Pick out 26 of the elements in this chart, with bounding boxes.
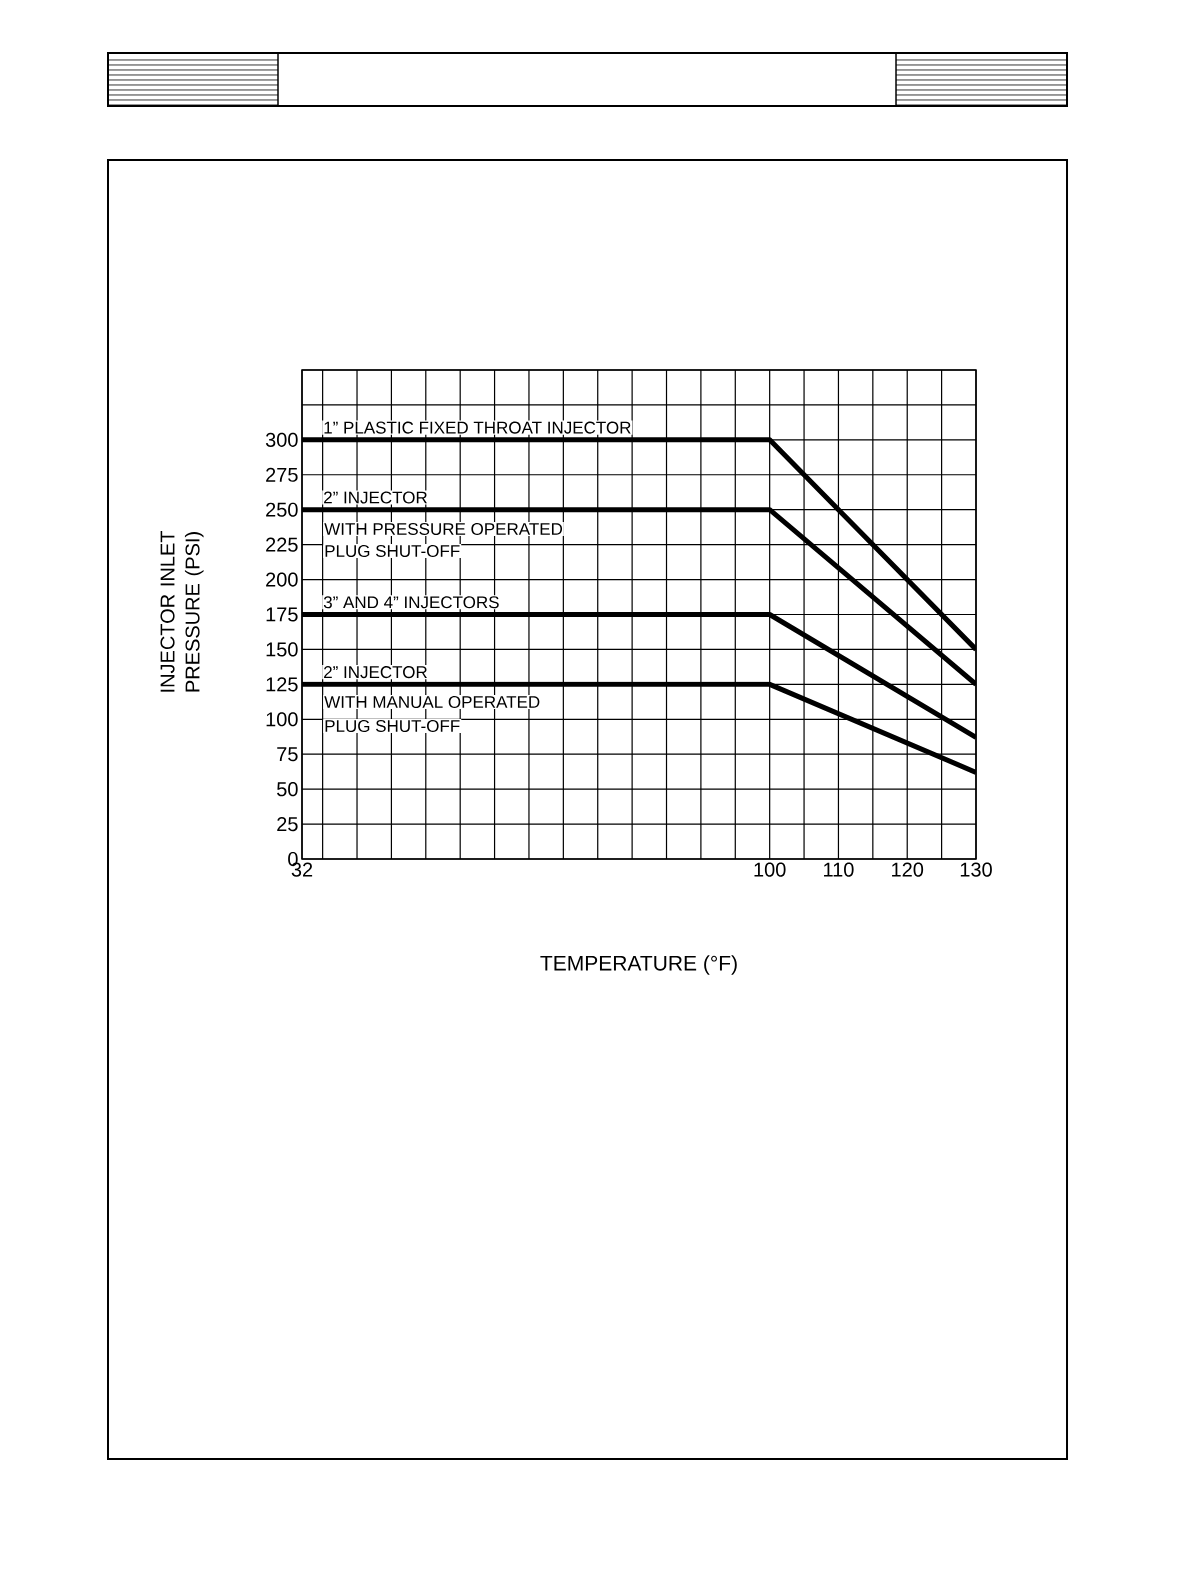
y-tick-label: 25 xyxy=(277,816,298,832)
series-label: 2” INJECTOR xyxy=(324,666,427,679)
x-tick-label: 110 xyxy=(824,862,854,877)
y-tick-label: 75 xyxy=(277,747,298,762)
series-label: 3” AND 4” INJECTORS xyxy=(323,596,499,609)
series-label: 1” PLASTIC FIXED THROAT INJECTOR xyxy=(324,421,631,434)
y-tick-label: 100 xyxy=(266,712,298,727)
series-label: 2” INJECTOR xyxy=(324,491,427,504)
x-tick-label: 130 xyxy=(960,862,992,877)
y-tick-label: 150 xyxy=(266,642,298,657)
annotation: WITH MANUAL OPERATED xyxy=(324,695,540,709)
y-tick-label: 225 xyxy=(266,537,298,552)
y-tick-label: 275 xyxy=(266,467,298,482)
annotation: PLUG SHUT-OFF xyxy=(325,719,460,733)
annotation: WITH PRESSURE OPERATED xyxy=(324,522,563,536)
y-tick-label: 200 xyxy=(266,572,298,587)
y-tick-label: 250 xyxy=(266,502,298,517)
x-tick-label: 120 xyxy=(892,862,924,877)
y-tick-label: 300 xyxy=(265,432,298,447)
y-axis-title: INJECTOR INLET PRESSURE (PSI) xyxy=(160,530,204,692)
annotation: PLUG SHUT-OFF xyxy=(325,544,460,558)
y-tick-label: 125 xyxy=(266,677,298,692)
x-tick-label: 100 xyxy=(754,862,786,877)
y-tick-label: 175 xyxy=(266,607,298,622)
x-axis-title: TEMPERATURE (°F) xyxy=(540,955,737,975)
y-tick-label: 50 xyxy=(277,782,298,797)
